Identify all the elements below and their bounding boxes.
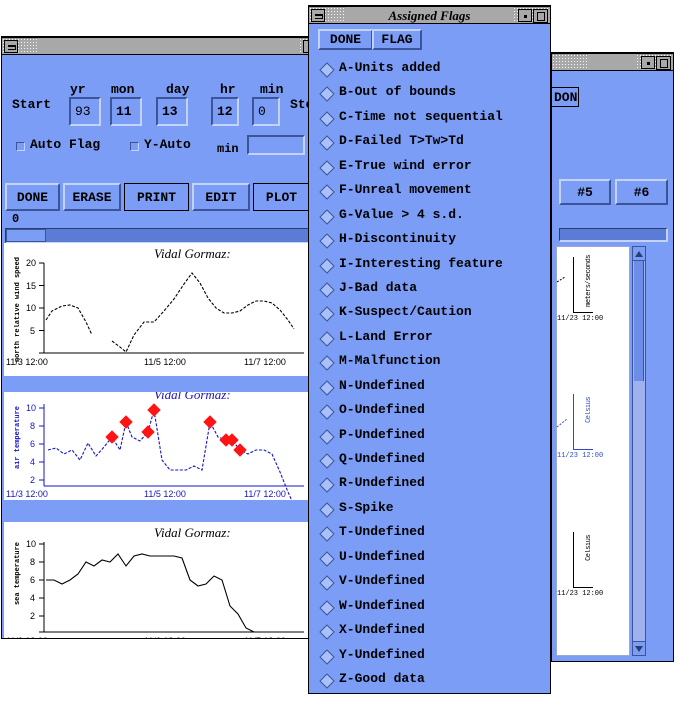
- svg-text:11/6 12:00: 11/6 12:00: [144, 636, 186, 638]
- svg-text:11/5 12:00: 11/5 12:00: [144, 357, 186, 367]
- svg-text:10: 10: [26, 539, 36, 549]
- svg-text:11/7 12:00: 11/7 12:00: [244, 489, 286, 499]
- svg-text:2: 2: [30, 611, 35, 621]
- svg-text:15: 15: [26, 281, 36, 291]
- svg-text:6: 6: [30, 575, 35, 585]
- svg-text:6: 6: [30, 439, 35, 449]
- svg-text:8: 8: [30, 557, 35, 567]
- svg-text:20: 20: [26, 258, 36, 268]
- svg-text:11/5 12:00: 11/5 12:00: [144, 489, 186, 499]
- svg-text:10: 10: [26, 403, 36, 413]
- svg-text:11/3 12:00: 11/3 12:00: [6, 636, 48, 638]
- svg-text:8: 8: [30, 421, 35, 431]
- svg-text:11/7 12:00: 11/7 12:00: [244, 636, 286, 638]
- svg-text:4: 4: [30, 593, 35, 603]
- svg-text:11/7 12:00: 11/7 12:00: [244, 357, 286, 367]
- svg-text:2: 2: [30, 475, 35, 485]
- svg-text:11/3 12:00: 11/3 12:00: [6, 489, 48, 499]
- svg-text:10: 10: [26, 303, 36, 313]
- svg-text:5: 5: [30, 326, 35, 336]
- svg-text:4: 4: [30, 457, 35, 467]
- svg-text:11/3 12:00: 11/3 12:00: [6, 357, 48, 367]
